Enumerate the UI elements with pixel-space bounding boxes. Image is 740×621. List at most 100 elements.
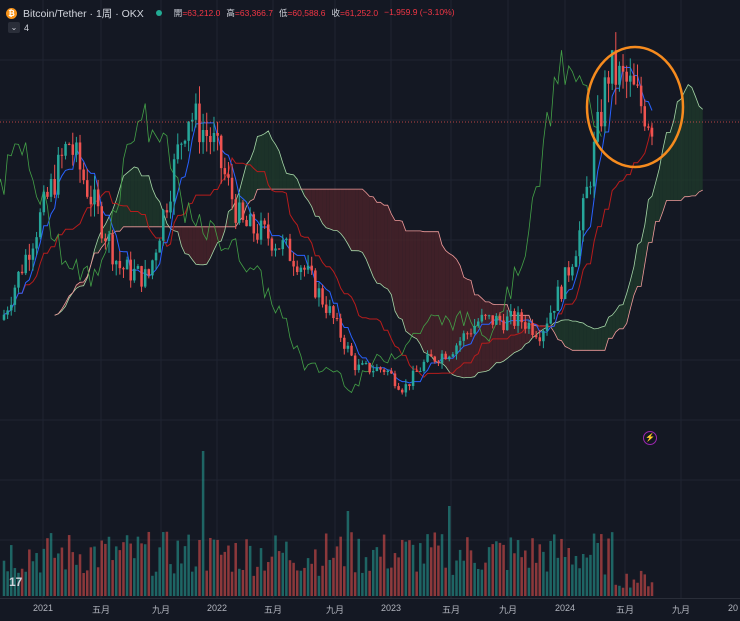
volume-bar [502,544,505,596]
volume-bar [270,556,274,596]
candle-body [57,154,60,195]
price-chart[interactable] [0,0,740,598]
tradingview-logo[interactable]: 17 [9,575,23,589]
cloud-segment [116,188,120,232]
symbol-title[interactable]: Bitcoin/Tether · 1周 · OKX [23,7,144,20]
candle-body [364,363,368,365]
volume-bar [556,557,560,596]
volume-bar [552,534,556,596]
candle-body [426,354,429,362]
volume-bar [57,553,60,596]
volume-bar [592,533,596,596]
indicator-count: 4 [24,22,30,33]
cloud-segment [156,197,160,227]
candle-body [368,363,371,373]
cloud-segment [655,168,660,222]
candle-body [498,315,502,321]
close-value: =61,252.0 [340,8,379,18]
candle-body [60,154,64,156]
candle-body [212,133,216,143]
candle-body [647,126,650,128]
volume-bar [125,535,129,596]
volume-bar [328,559,332,596]
cloud-segment [286,173,290,190]
cloud-segment [684,84,689,197]
cloud-segment [633,244,638,296]
cloud-segment [340,189,345,239]
volume-bar [480,569,484,596]
candle-body [382,369,386,373]
volume-bar [86,570,89,596]
candle-body [448,356,451,360]
indicator-toggle[interactable]: ⌄ 4 [8,22,29,33]
cloud-segment [423,231,428,354]
candle-body [603,77,607,127]
volume-bar [451,574,455,596]
cloud-segment [413,230,417,339]
cloud-segment [366,192,370,268]
volume-bar [368,570,371,596]
candle-body [600,111,603,127]
volume-bar [42,548,46,596]
cloud-segment [261,133,265,190]
candle-body [89,196,93,205]
candle-body [13,287,17,305]
volume-bar [495,541,498,596]
volume-bar [371,549,375,596]
cloud-segment [478,294,482,373]
candle-body [227,174,230,178]
volume-bar [437,545,440,596]
x-tick: 2024 [554,603,576,613]
x-tick: 九月 [325,605,345,615]
x-tick: 2022 [206,603,228,613]
volume-bar [20,568,24,596]
cloud-segment [304,189,309,201]
cloud-segment [561,319,566,347]
flash-icon[interactable]: ⚡ [643,431,657,445]
candle-body [310,265,313,271]
candle-body [67,143,71,145]
candle-body [158,240,161,253]
cloud-segment [470,280,475,378]
chevron-down-icon[interactable]: ⌄ [8,22,20,33]
candle-body [277,248,281,250]
volume-bar [49,533,53,596]
candle-body [125,259,129,270]
cloud-segment [347,189,352,251]
candle-body [38,212,42,238]
volume-bar [469,550,473,596]
cloud-segment [583,322,587,351]
cloud-segment [329,189,334,231]
cloud-segment [554,322,558,340]
candle-body [592,141,596,187]
candle-body [422,361,426,371]
cloud-segment [337,189,341,234]
volume-bar [306,558,310,596]
cloud-segment [590,327,595,351]
candle-body [621,65,625,72]
open-value: =63,212.0 [182,8,221,18]
cloud-segment [355,189,359,251]
candle-body [419,370,422,372]
candle-body [133,268,136,281]
volume-bar [574,555,578,596]
candle-body [357,364,361,371]
volume-bar [596,542,599,596]
cloud-segment [351,189,356,251]
cloud-segment [445,250,450,372]
candle-body [71,144,75,155]
volume-bar [201,451,205,596]
cloud-segment [604,317,609,351]
candle-body [31,248,35,260]
cloud-segment [391,214,395,312]
candle-body [140,266,143,287]
volume-bar [607,538,610,596]
volume-bar [335,546,339,596]
cloud-segment [326,189,330,229]
candle-body [295,266,299,273]
candle-body [567,267,570,276]
volume-bar [549,540,552,596]
time-axis[interactable]: 2021 五月 九月 2022 五月 九月 2023 五月 九月 2024 五月… [0,598,740,621]
candle-body [397,386,400,390]
